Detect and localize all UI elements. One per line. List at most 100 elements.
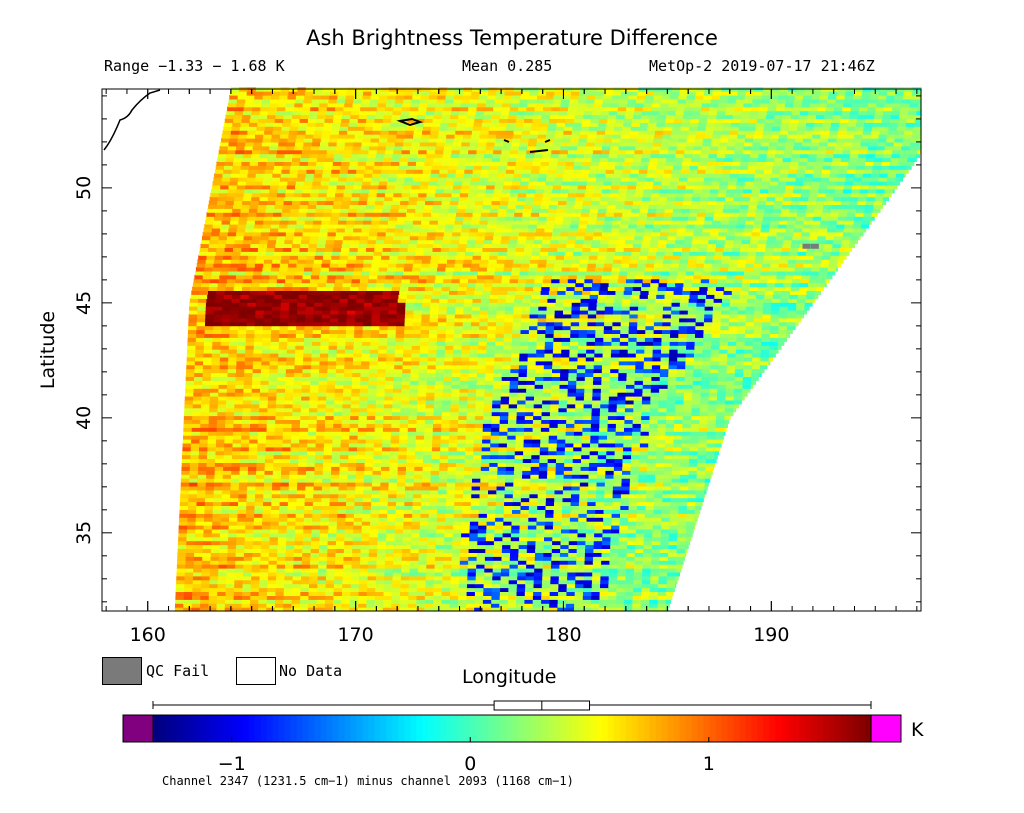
heatmap-cell: [704, 313, 714, 319]
heatmap-cell: [181, 458, 191, 463]
heatmap-cell: [476, 388, 486, 393]
heatmap-cell: [387, 329, 397, 334]
heatmap-cell: [461, 345, 471, 350]
heatmap-cell: [261, 360, 271, 366]
heatmap-cell: [568, 540, 578, 546]
heatmap-cell: [355, 470, 365, 475]
heatmap-cell: [620, 505, 630, 510]
heatmap-cell: [543, 540, 553, 546]
heatmap-cell: [471, 317, 481, 323]
heatmap-cell: [462, 493, 472, 499]
heatmap-cell: [419, 364, 428, 370]
heatmap-cell: [652, 532, 662, 538]
heatmap-cell: [787, 321, 796, 327]
heatmap-cell: [362, 497, 372, 503]
heatmap-cell: [511, 528, 520, 534]
heatmap-cell: [269, 368, 279, 374]
heatmap-cell: [631, 454, 640, 460]
heatmap-cell: [689, 458, 698, 463]
heatmap-cell: [338, 485, 348, 491]
heatmap-cell: [193, 380, 203, 385]
heatmap-cell: [263, 485, 273, 491]
heatmap-cell: [194, 548, 204, 553]
heatmap-cell: [583, 583, 593, 589]
heatmap-cell: [551, 388, 560, 393]
heatmap-cell: [727, 341, 737, 346]
heatmap-cell: [428, 349, 438, 354]
heatmap-cell: [649, 591, 659, 596]
heatmap-cell: [326, 384, 336, 389]
heatmap-cell: [201, 396, 211, 401]
heatmap-cell: [430, 474, 440, 479]
heatmap-cell: [584, 388, 594, 393]
heatmap-cell: [366, 591, 376, 596]
heatmap-cell: [529, 325, 538, 331]
heatmap-cell: [285, 552, 295, 557]
heatmap-cell: [344, 364, 354, 370]
heatmap-cell: [545, 513, 554, 518]
heatmap-cell: [192, 591, 202, 596]
heatmap-cell: [360, 376, 370, 381]
heatmap-cell: [669, 528, 678, 534]
heatmap-cell: [611, 517, 621, 522]
heatmap-cell: [468, 372, 478, 377]
heatmap-cell: [437, 501, 447, 506]
heatmap-cell: [288, 489, 298, 495]
heatmap-cell: [317, 411, 326, 417]
heatmap-cell: [238, 501, 247, 506]
heatmap-cell: [503, 345, 513, 350]
heatmap-cell: [769, 333, 779, 338]
heatmap-cell: [592, 568, 602, 573]
heatmap-cell: [576, 372, 586, 377]
heatmap-cell: [673, 446, 682, 452]
heatmap-cell: [474, 435, 483, 440]
heatmap-cell: [695, 493, 705, 499]
heatmap-cell: [453, 333, 463, 338]
heatmap-cell: [228, 349, 238, 354]
heatmap-cell: [770, 313, 780, 319]
heatmap-cell: [334, 579, 343, 585]
heatmap-cell: [501, 384, 511, 389]
heatmap-cell: [493, 544, 503, 549]
heatmap-cell: [549, 607, 558, 612]
heatmap-cell: [533, 583, 543, 589]
heatmap-cell: [627, 521, 637, 526]
heatmap-cell: [318, 380, 328, 385]
heatmap-cell: [360, 540, 370, 546]
heatmap-cell: [461, 349, 471, 354]
heatmap-cell: [302, 376, 311, 381]
heatmap-cell: [318, 556, 328, 561]
heatmap-cell: [248, 458, 258, 463]
heatmap-cell: [207, 442, 217, 448]
heatmap-cell: [434, 568, 444, 573]
heatmap-cell: [344, 544, 353, 549]
heatmap-cell: [610, 364, 620, 370]
heatmap-cell: [375, 587, 385, 592]
heatmap-cell: [493, 560, 502, 565]
heatmap-cell: [279, 321, 289, 327]
heatmap-cell: [606, 442, 616, 448]
heatmap-cell: [477, 356, 487, 362]
heatmap-cell: [716, 407, 726, 413]
heatmap-cell: [668, 360, 678, 366]
heatmap-cell: [678, 517, 687, 522]
heatmap-cell: [326, 568, 336, 573]
heatmap-cell: [228, 353, 238, 358]
heatmap-cell: [344, 353, 354, 358]
heatmap-cell: [423, 454, 433, 460]
heatmap-cell: [495, 509, 505, 514]
heatmap-cell: [465, 446, 474, 452]
heatmap-cell: [645, 497, 655, 503]
heatmap-cell: [559, 552, 569, 557]
heatmap-cell: [209, 411, 218, 417]
heatmap-cell: [424, 431, 434, 436]
heatmap-cell: [629, 478, 639, 483]
heatmap-cell: [433, 411, 443, 417]
heatmap-cell: [778, 325, 788, 331]
heatmap-cell: [725, 399, 734, 405]
heatmap-cell: [445, 341, 455, 346]
heatmap-cell: [312, 513, 322, 518]
heatmap-cell: [403, 345, 413, 350]
heatmap-cell: [320, 349, 329, 354]
heatmap-cell: [215, 450, 225, 456]
